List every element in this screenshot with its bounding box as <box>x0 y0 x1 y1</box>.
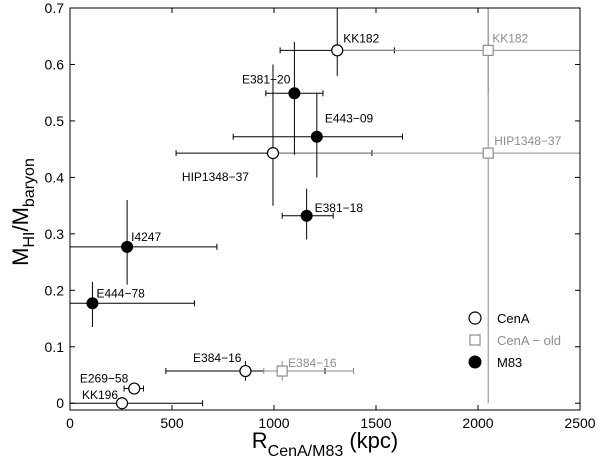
legend-marker <box>468 355 482 369</box>
data-point <box>121 240 134 253</box>
data-point <box>300 209 313 222</box>
legend-label: M83 <box>497 355 522 370</box>
point-label: E443−09 <box>325 112 374 126</box>
y-tick-label: 0.5 <box>45 113 65 129</box>
y-tick-label: 0.4 <box>45 169 65 185</box>
x-tick-label: 1000 <box>258 415 289 431</box>
data-point <box>310 130 323 143</box>
y-axis-label: MHI/Mbaryon <box>8 158 38 266</box>
point-label: E381−18 <box>315 201 364 215</box>
x-axis-label-sub: CenA/M83 <box>268 443 344 460</box>
legend-label: CenA <box>497 311 530 326</box>
data-point <box>239 364 252 378</box>
x-axis-label: RCenA/M83 (kpc) <box>252 428 398 460</box>
point-label: KK182 <box>343 31 379 45</box>
x-tick-label: 2000 <box>462 415 493 431</box>
point-label: I4247 <box>131 230 161 244</box>
data-point <box>288 87 301 100</box>
data-point <box>86 297 99 310</box>
x-tick-label: 2500 <box>564 415 595 431</box>
legend-marker <box>468 311 482 325</box>
point-label: HIP1348−37 <box>494 134 561 148</box>
y-axis-label-main: M <box>8 248 33 266</box>
point-label: HIP1348−37 <box>182 170 249 184</box>
y-axis-label-mid: /M <box>8 207 33 231</box>
x-axis-label-main: R <box>252 428 268 453</box>
point-label: E384−16 <box>288 356 337 370</box>
data-point <box>276 365 288 377</box>
data-point <box>128 382 141 395</box>
point-label: E381−20 <box>242 72 291 86</box>
y-tick-label: 0 <box>56 395 64 411</box>
point-labels: KK182 HIP1348−37 E384−16 E269−58 KK196 KK182 H… <box>80 31 562 402</box>
data-point <box>266 147 280 160</box>
point-label: KK196 <box>82 388 118 402</box>
y-tick-label: 0.7 <box>45 0 65 16</box>
y-tick-label: 0.6 <box>45 56 65 72</box>
ticks: 0 500 1000 1500 2000 2500 0 0.1 0.2 0.3 0.4 0.5 0.6 0… <box>45 0 596 431</box>
point-label: E444−78 <box>96 286 145 300</box>
y-tick-label: 0.1 <box>45 339 65 355</box>
y-tick-label: 0.2 <box>45 282 65 298</box>
point-label: E384−16 <box>193 351 242 365</box>
data-point <box>482 44 494 56</box>
y-axis-label-sub2: baryon <box>21 158 38 207</box>
data-point <box>482 147 494 159</box>
x-tick-label: 0 <box>66 415 74 431</box>
data-point <box>331 44 344 57</box>
x-tick-label: 500 <box>160 415 184 431</box>
axes <box>69 7 581 411</box>
x-tick-label: 1500 <box>360 415 391 431</box>
legend-marker <box>469 334 481 346</box>
legend: CenA CenA − old M83 <box>468 311 561 370</box>
data-markers <box>86 44 494 410</box>
y-tick-label: 0.3 <box>45 226 65 242</box>
legend-label: CenA − old <box>497 333 561 348</box>
point-label: E269−58 <box>80 372 129 386</box>
x-axis-label-unit: (kpc) <box>343 428 398 453</box>
plot-frame <box>69 7 581 411</box>
y-axis-label-sub1: HI <box>21 232 38 248</box>
data-point <box>115 397 129 410</box>
point-label: KK182 <box>492 31 528 45</box>
